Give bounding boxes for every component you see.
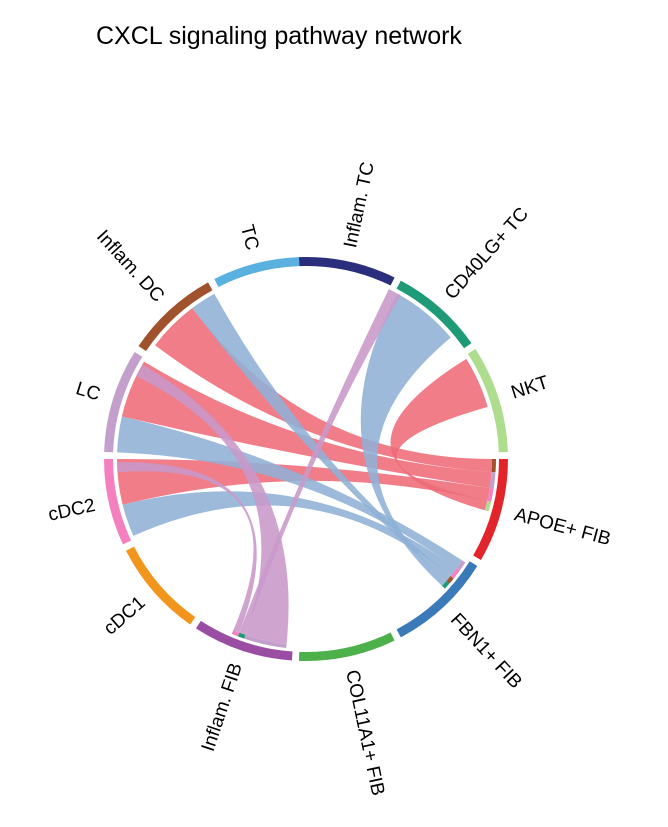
sector-label-lc: LC [73,378,102,405]
target-stripe-apoe-fib-to-cdc2 [487,488,494,502]
sector-cdc1 [126,546,196,625]
sector-cdc2 [104,459,132,545]
sector-inflam-fib [195,620,293,661]
ribbons-layer [117,289,493,644]
sector-apoe-fib [473,459,509,560]
target-stripe-fbn1-fib-to-lc [456,560,466,571]
sector-label-nkt: NKT [509,372,552,404]
sector-label-apoe-fib: APOE+ FIB [512,504,613,550]
link-fbn1-fib-to-inflam-dc [192,293,451,582]
target-stripe-inflam-fib-to-cd40lg-tc [237,632,246,639]
sector-nkt [467,348,508,453]
sector-label-inflam-tc: Inflam. TC [340,160,379,250]
link-fbn1-fib-to-cdc2 [122,491,457,577]
sector-label-col11a1-fib: COL11A1+ FIB [341,668,388,798]
chart-title: CXCL signaling pathway network [96,22,462,50]
target-stripe-fbn1-fib-to-cdc2 [450,568,460,579]
sector-col11a1-fib [298,632,395,662]
link-inflam-fib-to-cdc2 [117,462,257,633]
target-stripe-apoe-fib-to-nkt [484,500,492,512]
target-stripe-apoe-fib-to-lc [489,471,496,489]
link-inflam-fib-to-cd40lg-tc [239,289,401,635]
sector-label-inflam-fib: Inflam. FIB [198,660,247,754]
sector-label-cdc2: cDC2 [46,495,97,526]
sector-cd40lg-tc [396,280,472,349]
sector-fbn1-fib [396,561,478,638]
link-apoe-fib-to-inflam-dc [155,308,493,472]
target-stripe-apoe-fib-to-inflam-dc [491,459,496,473]
target-stripe-fbn1-fib-to-inflam-dc [446,576,454,584]
sectors-layer [104,256,509,662]
sector-label-cdc1: cDC1 [100,592,150,639]
link-fbn1-fib-to-lc [117,416,462,569]
target-stripe-fbn1-fib-to-cd40lg-tc [442,581,450,589]
link-apoe-fib-to-lc [121,361,492,489]
link-apoe-fib-to-nkt [390,358,488,511]
sector-label-cd40lg-tc: CD40LG+ TC [441,204,533,304]
sector-label-tc: TC [236,223,263,253]
sector-tc [214,257,300,288]
link-inflam-fib-to-lc [136,364,289,644]
target-stripe-inflam-fib-to-lc [244,634,287,648]
sector-label-fbn1-fib: FBN1+ FIB [446,609,526,692]
sector-lc [104,351,143,453]
sector-inflam-dc [138,282,213,352]
link-apoe-fib-to-cdc2 [117,459,490,505]
sector-inflam-tc [298,256,395,286]
target-stripe-inflam-fib-to-cdc2 [231,630,240,637]
sector-label-inflam-dc: Inflam. DC [92,226,168,306]
link-fbn1-fib-to-cd40lg-tc [360,293,451,586]
